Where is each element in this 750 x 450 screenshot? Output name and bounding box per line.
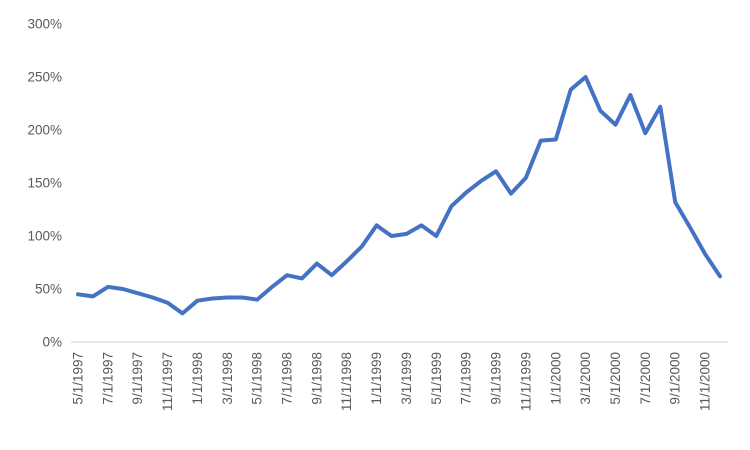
y-axis-label: 150% [27,176,62,191]
y-axis-label: 50% [35,282,62,297]
x-axis-label: 3/1/1998 [220,352,235,405]
x-axis-label: 7/1/1997 [100,352,115,405]
y-axis-label: 300% [27,17,62,32]
x-axis-label: 3/1/2000 [578,352,593,405]
y-axis-label: 250% [27,70,62,85]
x-axis-label: 5/1/1999 [429,352,444,405]
x-axis-label: 9/1/1997 [130,352,145,405]
x-axis-label: 7/1/2000 [638,352,653,405]
x-axis-label: 5/1/1998 [250,352,265,405]
x-axis-label: 7/1/1998 [280,352,295,405]
y-axis-label: 200% [27,123,62,138]
x-axis-label: 5/1/2000 [608,352,623,405]
x-axis-label: 7/1/1999 [459,352,474,405]
x-axis-label: 11/1/2000 [698,352,713,411]
x-axis-label: 1/1/2000 [548,352,563,405]
x-axis-label: 11/1/1997 [160,352,175,411]
x-axis-label: 9/1/2000 [668,352,683,405]
x-axis-label: 1/1/1999 [369,352,384,405]
x-axis-label: 9/1/1999 [489,352,504,405]
y-axis-label: 0% [42,335,62,350]
x-axis-label: 11/1/1998 [339,352,354,411]
y-axis-label: 100% [27,229,62,244]
x-axis-label: 9/1/1998 [309,352,324,405]
x-axis-label: 1/1/1998 [190,352,205,405]
x-axis-label: 5/1/1997 [71,352,86,405]
data-series-line [76,75,722,316]
x-axis-label: 3/1/1999 [399,352,414,405]
x-axis-label: 11/1/1999 [518,352,533,411]
